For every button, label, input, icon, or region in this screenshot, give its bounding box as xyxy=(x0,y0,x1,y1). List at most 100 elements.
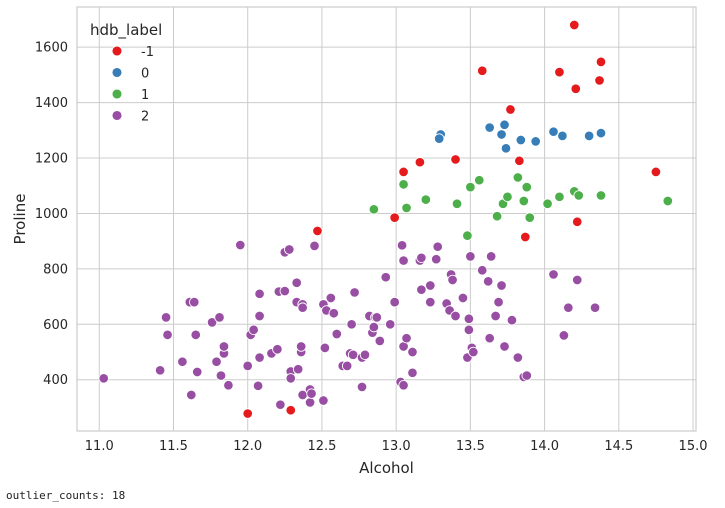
data-point xyxy=(450,310,461,322)
legend-marker xyxy=(111,110,123,121)
series-2-points xyxy=(98,239,601,410)
legend-label: -1 xyxy=(141,45,154,60)
data-point xyxy=(252,380,264,392)
x-tick-label: 12.0 xyxy=(233,439,262,454)
legend-title: hdb_label xyxy=(90,21,162,40)
data-point xyxy=(496,129,507,140)
data-point xyxy=(215,370,227,381)
data-point xyxy=(465,251,476,262)
data-point xyxy=(279,285,291,297)
x-tick-label: 13.5 xyxy=(456,439,485,454)
data-point xyxy=(563,302,574,313)
x-tick-label: 14.5 xyxy=(604,439,633,454)
x-axis-label: Alcohol xyxy=(359,459,414,477)
data-point xyxy=(389,296,400,308)
data-point xyxy=(374,335,386,347)
data-point xyxy=(398,179,409,190)
data-point xyxy=(368,321,380,333)
data-point xyxy=(211,356,222,367)
data-point xyxy=(254,288,265,300)
data-point xyxy=(425,296,436,308)
data-point xyxy=(524,212,535,223)
data-point xyxy=(496,280,507,291)
y-tick-label: 1000 xyxy=(35,207,68,222)
data-point xyxy=(512,352,524,363)
legend-marker xyxy=(111,45,123,57)
data-point xyxy=(500,143,512,154)
y-tick-label: 1400 xyxy=(35,96,68,111)
data-point xyxy=(206,317,218,328)
data-point xyxy=(154,365,166,376)
legend: hdb_label -1 0 1 2 xyxy=(90,21,162,125)
data-points xyxy=(98,19,674,419)
data-point xyxy=(349,287,360,298)
data-point xyxy=(594,75,605,86)
legend-label: 0 xyxy=(141,67,149,82)
data-point xyxy=(465,181,476,193)
data-point xyxy=(554,66,565,78)
data-point xyxy=(462,230,473,241)
data-point xyxy=(484,332,495,344)
legend-marker xyxy=(111,88,123,100)
data-point xyxy=(291,277,302,288)
data-point xyxy=(242,360,253,372)
y-tick-labels: 400 600 800 1000 1200 1400 1600 xyxy=(35,41,68,389)
data-point xyxy=(177,356,188,367)
data-point xyxy=(662,195,674,207)
data-point xyxy=(384,319,396,330)
data-point xyxy=(284,244,295,255)
legend-marker xyxy=(111,67,123,78)
data-point xyxy=(505,104,516,115)
data-point xyxy=(292,363,304,375)
data-point xyxy=(371,312,383,323)
data-point xyxy=(482,276,494,287)
data-point xyxy=(297,302,308,313)
series-1-points xyxy=(368,172,674,241)
data-point xyxy=(416,252,427,264)
data-point xyxy=(491,210,503,222)
data-point xyxy=(554,191,565,203)
data-point xyxy=(401,332,412,344)
legend-label: 1 xyxy=(141,88,149,103)
data-point xyxy=(530,136,541,147)
plot-frame xyxy=(76,6,697,432)
data-point xyxy=(254,352,265,363)
data-point xyxy=(306,388,317,399)
data-point xyxy=(312,225,323,237)
data-point xyxy=(414,156,426,168)
x-tick-labels: 11.0 11.5 12.0 12.5 13.0 13.5 14.0 14.5 15.0 xyxy=(85,439,708,454)
data-point xyxy=(242,408,253,419)
data-point xyxy=(235,239,246,251)
data-point xyxy=(275,399,286,410)
data-point xyxy=(254,310,265,322)
data-point xyxy=(468,346,479,358)
data-point xyxy=(583,130,595,142)
data-point xyxy=(380,271,392,283)
y-tick-label: 600 xyxy=(43,318,68,333)
chart-background xyxy=(0,0,725,485)
data-point xyxy=(186,389,197,401)
data-point xyxy=(325,292,337,304)
data-point xyxy=(557,130,568,142)
data-point xyxy=(425,280,436,291)
data-point xyxy=(450,154,461,165)
data-point xyxy=(248,324,259,336)
x-tick-label: 12.5 xyxy=(307,439,336,454)
data-point xyxy=(218,341,230,352)
data-point xyxy=(304,397,316,408)
data-point xyxy=(190,329,202,341)
data-point xyxy=(396,240,408,251)
data-point xyxy=(447,274,458,286)
data-point xyxy=(542,198,553,210)
data-point xyxy=(573,190,584,201)
y-axis-label: Proline xyxy=(11,194,29,245)
data-point xyxy=(521,181,533,193)
data-point xyxy=(490,310,501,322)
data-point xyxy=(570,83,582,95)
x-tick-label: 13.0 xyxy=(382,439,411,454)
data-point xyxy=(191,366,203,378)
data-point xyxy=(512,172,524,183)
data-point xyxy=(595,190,607,201)
data-point xyxy=(162,329,173,341)
y-tick-label: 400 xyxy=(43,373,68,388)
